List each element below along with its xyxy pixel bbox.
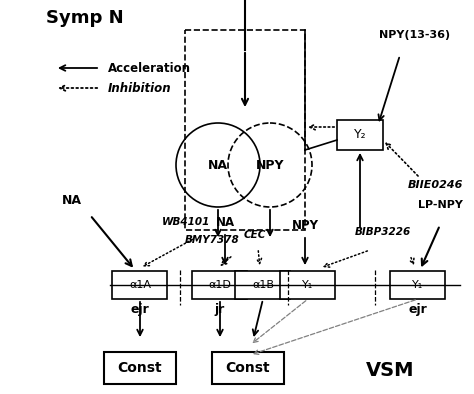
Text: NPY(13-36): NPY(13-36) — [380, 30, 451, 40]
Text: NA: NA — [208, 158, 228, 171]
Text: ejr: ejr — [131, 303, 149, 316]
Bar — [192, 271, 247, 299]
Text: NPY: NPY — [292, 219, 319, 232]
Text: LP-NPY: LP-NPY — [418, 200, 463, 210]
Text: NA: NA — [62, 193, 82, 206]
Bar — [337, 120, 383, 150]
Text: jr: jr — [215, 303, 225, 316]
Bar — [212, 352, 284, 384]
Bar — [185, 30, 305, 230]
Text: CEC: CEC — [244, 230, 266, 240]
Text: NPY: NPY — [256, 158, 284, 171]
Text: Const: Const — [118, 361, 162, 375]
Text: Const: Const — [226, 361, 270, 375]
Bar — [281, 271, 336, 299]
Text: Inhibition: Inhibition — [108, 82, 172, 95]
Text: BMY7378: BMY7378 — [185, 235, 240, 245]
Bar — [236, 271, 291, 299]
Text: ejr: ejr — [409, 303, 428, 316]
Text: VSM: VSM — [366, 361, 414, 379]
Text: α1D: α1D — [209, 280, 231, 290]
Text: Y₁: Y₁ — [302, 280, 314, 290]
Text: Acceleration: Acceleration — [108, 61, 191, 74]
Text: BIBP3226: BIBP3226 — [355, 227, 411, 237]
Bar — [112, 271, 167, 299]
Text: α1B: α1B — [252, 280, 274, 290]
Text: WB4101: WB4101 — [162, 217, 210, 227]
Text: BIIE0246: BIIE0246 — [407, 180, 463, 190]
Text: Symp N: Symp N — [46, 9, 124, 27]
Bar — [391, 271, 446, 299]
Text: Y₂: Y₂ — [354, 128, 366, 141]
Text: α1A: α1A — [129, 280, 151, 290]
Text: NA: NA — [216, 216, 235, 229]
Bar — [104, 352, 176, 384]
Text: Y₁: Y₁ — [412, 280, 424, 290]
